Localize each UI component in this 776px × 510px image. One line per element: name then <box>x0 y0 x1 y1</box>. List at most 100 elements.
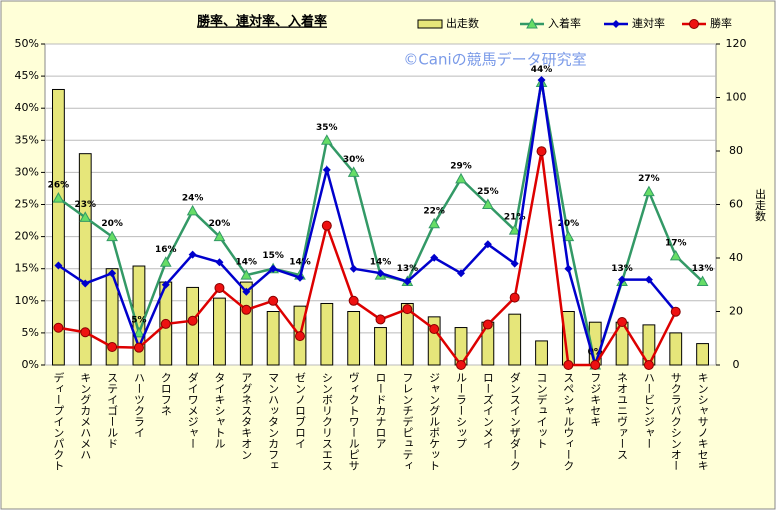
x-tick-label: コンデュイット <box>535 372 548 449</box>
marker <box>643 185 655 197</box>
value-label: 13% <box>397 264 419 274</box>
x-tick-label: クロフネ <box>159 372 172 416</box>
marker <box>430 253 439 262</box>
x-tick-label: ロードカナロア <box>374 372 387 449</box>
y-tick-label: 10% <box>15 294 39 307</box>
bar <box>696 343 709 366</box>
marker <box>106 230 118 242</box>
value-label: 26% <box>48 181 70 191</box>
value-label: 20% <box>209 219 231 229</box>
marker <box>159 256 172 267</box>
bar <box>347 311 361 366</box>
marker <box>214 282 225 293</box>
value-label: 20% <box>558 219 580 229</box>
marker <box>455 172 467 184</box>
marker <box>457 269 466 278</box>
marker <box>53 322 64 333</box>
marker <box>81 279 90 288</box>
marker <box>429 324 440 335</box>
x-tick-label: ネオユニヴァース <box>616 372 629 460</box>
value-label: 16% <box>155 245 177 255</box>
marker <box>482 198 494 209</box>
marker <box>696 275 709 287</box>
marker <box>617 316 628 327</box>
bar <box>266 311 280 366</box>
marker <box>54 261 63 270</box>
legend-label: 入着率 <box>548 16 581 30</box>
y-tick-label: 5% <box>22 326 39 339</box>
y2-tick-label: 40 <box>729 251 743 264</box>
x-tick-label: シンボリクリスエス <box>320 372 333 471</box>
marker <box>670 306 681 317</box>
marker <box>508 224 521 235</box>
marker <box>644 275 653 284</box>
x-tick-label: ゼンノロブロイ <box>293 372 306 449</box>
marker <box>348 295 359 306</box>
value-label: 30% <box>343 155 365 165</box>
y2-tick-label: 100 <box>726 91 747 104</box>
marker <box>347 166 360 177</box>
marker <box>295 273 304 282</box>
marker <box>564 264 573 273</box>
marker <box>510 259 519 268</box>
marker <box>241 304 252 315</box>
marker <box>52 192 65 203</box>
legend-label: 連対率 <box>632 16 665 30</box>
legend-label: 勝率 <box>710 16 732 30</box>
x-tick-label: ハーツクライ <box>132 372 145 438</box>
marker <box>456 360 467 370</box>
x-tick-label: ローズインメイ <box>481 372 494 449</box>
y2-tick-label: 20 <box>729 305 743 318</box>
marker <box>590 360 601 370</box>
x-tick-label: ハービンジャー <box>642 372 655 449</box>
x-tick-label: フレンチデピュティ <box>401 372 414 471</box>
marker <box>618 275 627 284</box>
value-label: 17% <box>665 238 687 248</box>
value-label: 14% <box>236 258 258 268</box>
marker <box>562 230 575 242</box>
marker <box>322 165 331 174</box>
value-label: 20% <box>101 219 123 229</box>
x-tick-label: フジキセキ <box>589 372 602 427</box>
bar <box>186 286 200 366</box>
x-tick-label: キンシャサノキセキ <box>696 372 709 471</box>
value-label: 13% <box>611 264 633 274</box>
legend-swatch <box>417 19 443 29</box>
marker <box>268 295 279 306</box>
marker <box>188 250 197 259</box>
y-tick-label: 45% <box>15 69 39 82</box>
marker <box>349 264 358 273</box>
value-label: 5% <box>131 315 146 325</box>
marker <box>242 287 251 296</box>
marker <box>107 342 118 353</box>
x-tick-label: タイキシャトル <box>213 372 226 449</box>
marker <box>375 314 386 325</box>
marker <box>536 146 547 157</box>
bar <box>320 302 334 366</box>
bar <box>508 313 522 366</box>
marker <box>483 240 492 249</box>
y-tick-label: 35% <box>15 133 39 146</box>
value-label: 15% <box>262 251 284 261</box>
bar <box>427 316 441 366</box>
value-label: 27% <box>638 174 660 184</box>
marker <box>320 134 333 145</box>
y-tick-label: 30% <box>15 165 39 178</box>
x-tick-label: ディープインパクト <box>52 371 65 471</box>
bar <box>78 153 92 366</box>
y2-axis-label: 出走数 <box>754 187 767 222</box>
marker <box>215 258 224 267</box>
y2-tick-label: 60 <box>729 198 743 211</box>
y-tick-label: 40% <box>15 101 39 114</box>
marker <box>108 269 117 278</box>
bar <box>52 88 65 366</box>
marker <box>240 269 253 280</box>
marker <box>537 75 546 84</box>
x-tick-label: ジャングルポケット <box>428 372 441 471</box>
y2-tick-label: 80 <box>729 144 743 157</box>
bar <box>105 268 119 366</box>
y-tick-label: 50% <box>15 37 39 50</box>
x-tick-label: ダンスインザダーク <box>508 372 521 471</box>
value-label: 0% <box>588 348 603 358</box>
